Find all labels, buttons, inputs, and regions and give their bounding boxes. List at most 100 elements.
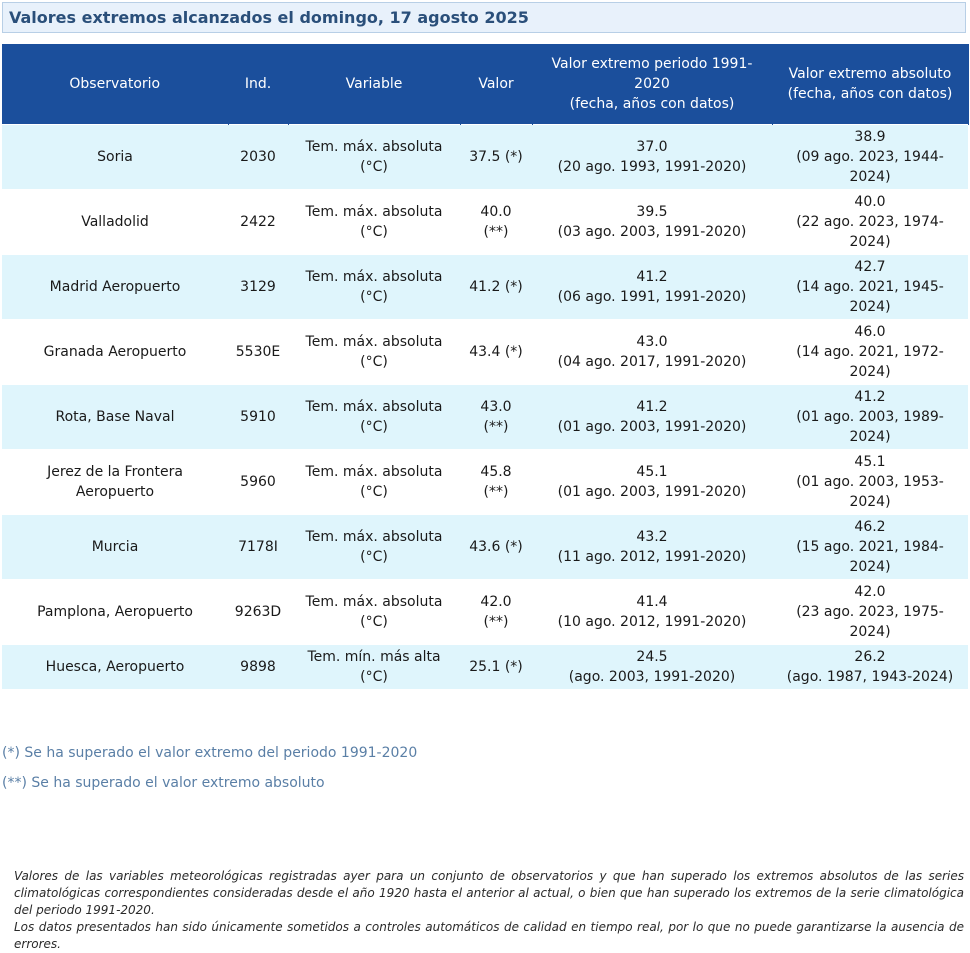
cell-observatorio: Soria xyxy=(2,124,228,190)
cell-valor-absoluto-line: (14 ago. 2021, 1945- xyxy=(796,279,944,295)
cell-valor: 43.0 (**) xyxy=(460,384,532,450)
table-row: Huesca, Aeropuerto 9898 Tem. mín. más alta… xyxy=(2,644,968,689)
table-row: Rota, Base Naval 5910 Tem. máx. absoluta (°… xyxy=(2,384,968,450)
cell-observatorio-line: Granada Aeropuerto xyxy=(43,344,187,360)
cell-ind: 9898 xyxy=(228,644,288,689)
cell-variable: Tem. mín. más alta (°C) xyxy=(288,644,460,689)
cell-valor-periodo-line: 24.5 xyxy=(636,649,668,665)
cell-valor-absoluto: 46.2 (15 ago. 2021, 1984- 2024) xyxy=(772,514,968,580)
cell-valor-absoluto-line: (22 ago. 2023, 1974- xyxy=(796,214,944,230)
cell-valor-line: 25.1 (*) xyxy=(469,659,523,675)
cell-valor-periodo-line: 45.1 xyxy=(636,464,668,480)
cell-valor-absoluto-line: 2024) xyxy=(849,234,891,250)
header-valor-periodo: Valor extremo periodo 1991- 2020 (fecha,… xyxy=(532,44,773,125)
cell-ind: 2422 xyxy=(228,189,288,255)
title-bar: Valores extremos alcanzados el domingo, … xyxy=(2,2,966,33)
cell-valor-line: 40.0 xyxy=(480,204,512,220)
cell-variable-line: (°C) xyxy=(360,289,388,305)
cell-valor-absoluto: 42.0 (23 ago. 2023, 1975- 2024) xyxy=(772,579,968,645)
cell-valor-periodo: 41.2 (06 ago. 1991, 1991-2020) xyxy=(532,254,772,320)
cell-variable-line: Tem. máx. absoluta xyxy=(305,334,443,350)
table-body: Soria 2030 Tem. máx. absoluta (°C) 37.5 (*) 3… xyxy=(2,124,968,689)
cell-valor-absoluto-line: 42.7 xyxy=(854,259,886,275)
legend-single-star: (*) Se ha superado el valor extremo del … xyxy=(2,745,418,761)
cell-variable: Tem. máx. absoluta (°C) xyxy=(288,514,460,580)
cell-valor-periodo: 43.2 (11 ago. 2012, 1991-2020) xyxy=(532,514,772,580)
cell-valor-line: 37.5 (*) xyxy=(469,149,523,165)
cell-valor-periodo-line: (01 ago. 2003, 1991-2020) xyxy=(557,484,747,500)
cell-valor-absoluto-line: 2024) xyxy=(849,169,891,185)
cell-valor-line: (**) xyxy=(483,484,509,500)
cell-valor-periodo-line: 41.2 xyxy=(636,269,668,285)
header-valor-absoluto: Valor extremo absoluto (fecha, años con … xyxy=(772,44,969,125)
cell-valor-absoluto: 46.0 (14 ago. 2021, 1972- 2024) xyxy=(772,319,968,385)
cell-valor-periodo-line: (10 ago. 2012, 1991-2020) xyxy=(557,614,747,630)
cell-valor-absoluto-line: 2024) xyxy=(849,494,891,510)
cell-ind: 5530E xyxy=(228,319,288,385)
cell-valor: 43.4 (*) xyxy=(460,319,532,385)
cell-ind: 9263D xyxy=(228,579,288,645)
cell-valor-periodo: 39.5 (03 ago. 2003, 1991-2020) xyxy=(532,189,772,255)
cell-valor: 40.0 (**) xyxy=(460,189,532,255)
cell-variable-line: (°C) xyxy=(360,484,388,500)
cell-variable-line: Tem. máx. absoluta xyxy=(305,139,443,155)
cell-valor-periodo-line: (03 ago. 2003, 1991-2020) xyxy=(557,224,747,240)
cell-valor-periodo-line: (04 ago. 2017, 1991-2020) xyxy=(557,354,747,370)
cell-valor-line: 42.0 xyxy=(480,594,512,610)
cell-valor: 37.5 (*) xyxy=(460,124,532,190)
cell-valor-absoluto-line: 26.2 xyxy=(854,649,886,665)
cell-variable-line: (°C) xyxy=(360,549,388,565)
cell-valor-periodo-line: 43.2 xyxy=(636,529,668,545)
cell-variable-line: Tem. máx. absoluta xyxy=(305,464,443,480)
cell-variable: Tem. máx. absoluta (°C) xyxy=(288,579,460,645)
cell-valor-absoluto-line: 42.0 xyxy=(854,584,886,600)
cell-observatorio-line: Jerez de la Frontera xyxy=(47,464,183,480)
cell-variable-line: (°C) xyxy=(360,354,388,370)
cell-valor-absoluto: 26.2 (ago. 1987, 1943-2024) xyxy=(772,644,968,689)
cell-valor-line: 45.8 xyxy=(480,464,512,480)
cell-valor-absoluto-line: 2024) xyxy=(849,364,891,380)
legend-double-star: (**) Se ha superado el valor extremo abs… xyxy=(2,775,325,791)
cell-valor-line: (**) xyxy=(483,614,509,630)
cell-variable: Tem. máx. absoluta (°C) xyxy=(288,189,460,255)
cell-valor: 43.6 (*) xyxy=(460,514,532,580)
cell-valor-line: 41.2 (*) xyxy=(469,279,523,295)
cell-ind: 5960 xyxy=(228,449,288,515)
table-row: Soria 2030 Tem. máx. absoluta (°C) 37.5 (*) 3… xyxy=(2,124,968,190)
cell-observatorio-line: Murcia xyxy=(91,539,139,555)
cell-variable: Tem. máx. absoluta (°C) xyxy=(288,254,460,320)
cell-observatorio: Murcia xyxy=(2,514,228,580)
cell-valor-periodo: 43.0 (04 ago. 2017, 1991-2020) xyxy=(532,319,772,385)
cell-valor-periodo-line: (01 ago. 2003, 1991-2020) xyxy=(557,419,747,435)
cell-valor-absoluto-line: 2024) xyxy=(849,559,891,575)
table-header-row: Observatorio Ind. Variable Valor Valor e… xyxy=(2,44,969,125)
table-row: Madrid Aeropuerto 3129 Tem. máx. absoluta (… xyxy=(2,254,968,320)
cell-valor-periodo: 41.2 (01 ago. 2003, 1991-2020) xyxy=(532,384,772,450)
cell-variable-line: Tem. mín. más alta xyxy=(307,649,441,665)
header-observatorio: Observatorio xyxy=(2,44,229,125)
cell-valor-line: (**) xyxy=(483,419,509,435)
cell-valor-absoluto: 42.7 (14 ago. 2021, 1945- 2024) xyxy=(772,254,968,320)
cell-variable-line: Tem. máx. absoluta xyxy=(305,399,443,415)
cell-valor-absoluto: 38.9 (09 ago. 2023, 1944- 2024) xyxy=(772,124,968,190)
cell-observatorio: Jerez de la Frontera Aeropuerto xyxy=(2,449,228,515)
cell-valor-absoluto-line: 46.2 xyxy=(854,519,886,535)
cell-valor-absoluto-line: 38.9 xyxy=(854,129,886,145)
cell-valor-periodo-line: (11 ago. 2012, 1991-2020) xyxy=(557,549,747,565)
table-row: Jerez de la Frontera Aeropuerto 5960 Tem. m… xyxy=(2,449,968,515)
cell-valor-periodo-line: (ago. 2003, 1991-2020) xyxy=(568,669,736,685)
footnote-paragraph-2: Los datos presentados han sido únicament… xyxy=(14,920,964,951)
cell-variable-line: (°C) xyxy=(360,159,388,175)
header-ind: Ind. xyxy=(228,44,289,125)
cell-observatorio-line: Madrid Aeropuerto xyxy=(49,279,181,295)
cell-observatorio-line: Pamplona, Aeropuerto xyxy=(37,604,193,620)
cell-observatorio: Valladolid xyxy=(2,189,228,255)
cell-valor-periodo-line: 41.4 xyxy=(636,594,668,610)
header-variable: Variable xyxy=(288,44,461,125)
cell-variable: Tem. máx. absoluta (°C) xyxy=(288,319,460,385)
cell-observatorio: Madrid Aeropuerto xyxy=(2,254,228,320)
cell-variable-line: (°C) xyxy=(360,224,388,240)
cell-valor-absoluto-line: (01 ago. 2003, 1989- xyxy=(796,409,944,425)
cell-variable-line: Tem. máx. absoluta xyxy=(305,594,443,610)
cell-valor-periodo-line: (06 ago. 1991, 1991-2020) xyxy=(557,289,747,305)
